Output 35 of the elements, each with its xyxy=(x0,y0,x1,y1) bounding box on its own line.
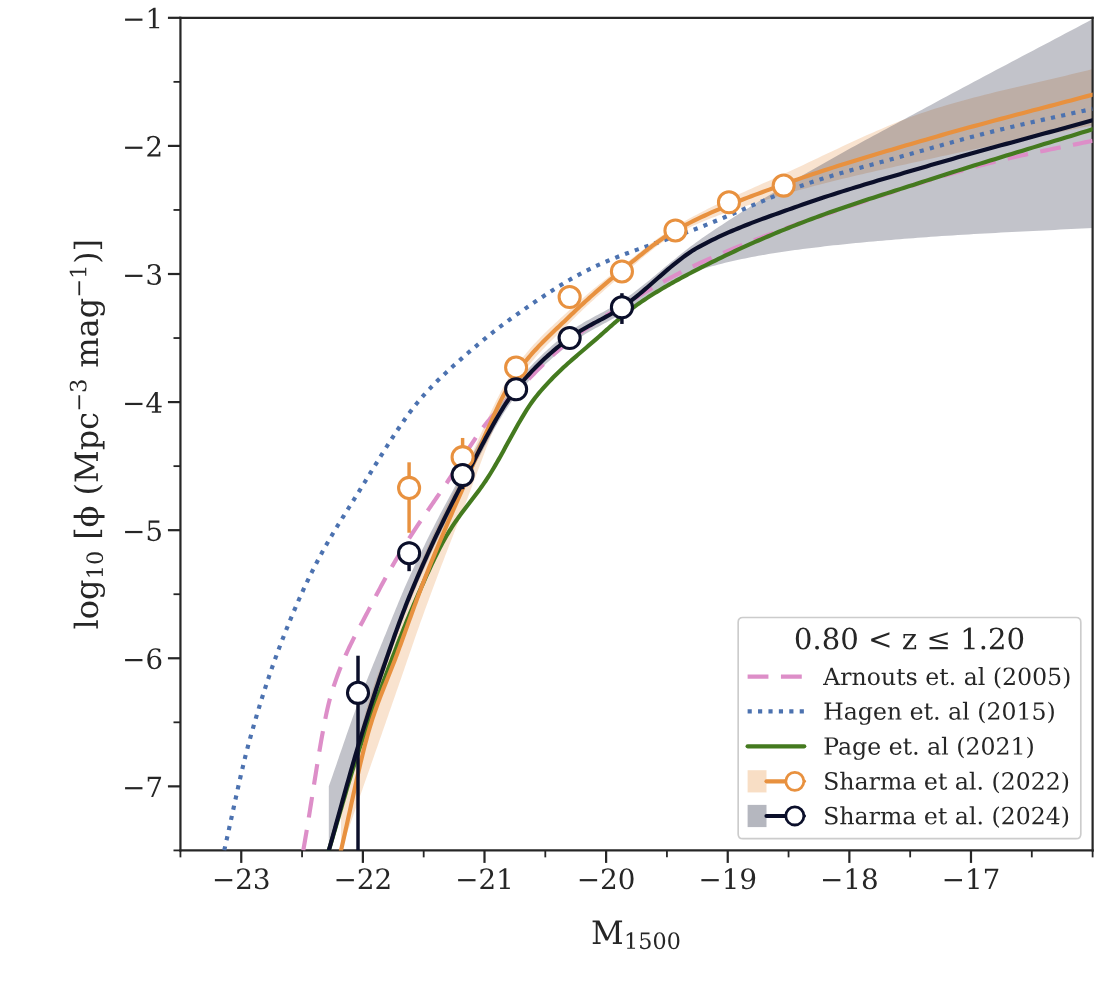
point xyxy=(450,463,475,488)
y-tick-label: −3 xyxy=(125,263,162,285)
y-tick-label: −6 xyxy=(125,648,162,670)
point xyxy=(716,190,742,215)
legend-title: 0.80 < z ≤ 1.20 xyxy=(795,627,1024,650)
x-tick-label: −22 xyxy=(336,868,390,889)
y-tick-label: −7 xyxy=(125,776,162,797)
y-tick-label: −4 xyxy=(125,392,162,413)
y-tick-label: −2 xyxy=(125,135,161,157)
point xyxy=(557,325,582,351)
legend-label: Page et. al (2021) xyxy=(824,736,1033,760)
point xyxy=(504,377,529,402)
legend-label: Arnouts et. al (2005) xyxy=(823,667,1070,689)
point xyxy=(609,295,634,320)
y-tick-label: −1 xyxy=(125,7,160,29)
x-tick-label: −23 xyxy=(214,868,269,890)
x-axis-title: M$_{1500}$ xyxy=(592,920,680,950)
point xyxy=(771,173,796,198)
point xyxy=(504,355,529,380)
point xyxy=(557,285,582,310)
x-tick-label: −19 xyxy=(701,868,756,890)
legend-label: Hagen et. al (2015) xyxy=(824,701,1054,725)
x-tick-label: −21 xyxy=(458,868,510,889)
point xyxy=(609,259,634,284)
y-tick-label: −5 xyxy=(125,520,161,542)
x-tick-label: −20 xyxy=(579,868,634,890)
point xyxy=(397,475,422,500)
point xyxy=(345,680,371,705)
point xyxy=(397,541,422,566)
point xyxy=(663,218,688,243)
legend-label: Sharma et al. (2022) xyxy=(825,771,1069,794)
y-axis-title: log$_{10}$ [ϕ (Mpc$^{−3}$ mag$^{−1}$)] xyxy=(69,241,105,629)
x-tick-label: −18 xyxy=(822,868,877,890)
x-tick-label: −17 xyxy=(944,868,999,889)
legend-label: Sharma et al. (2024) xyxy=(825,806,1069,828)
